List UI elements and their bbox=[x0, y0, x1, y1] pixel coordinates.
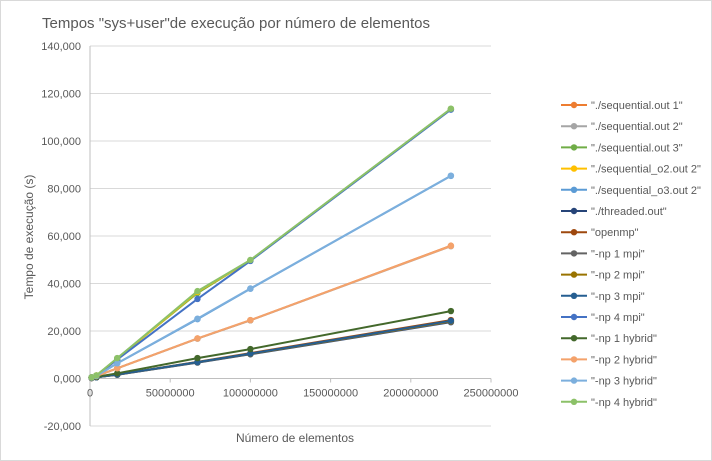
series-group bbox=[88, 105, 455, 381]
y-tick-label: 20,000 bbox=[47, 326, 81, 338]
legend-label: "./sequential_o3.out 2" bbox=[591, 185, 701, 197]
legend-label: "./sequential.out 2" bbox=[591, 121, 683, 133]
legend-item: "./sequential_o2.out 2" bbox=[561, 164, 701, 176]
x-tick-label: 50000000 bbox=[146, 388, 195, 400]
series-line bbox=[91, 245, 452, 379]
legend-label: "./sequential.out 1" bbox=[591, 100, 683, 112]
data-point bbox=[447, 307, 455, 315]
legend-swatch-marker bbox=[570, 207, 578, 215]
data-point bbox=[247, 256, 254, 264]
series-line bbox=[91, 174, 452, 379]
legend-item: "-np 4 mpi" bbox=[561, 312, 645, 324]
legend-label: "./threaded.out" bbox=[591, 206, 667, 218]
y-tick-label: 80,000 bbox=[47, 184, 81, 196]
legend-label: "-np 4 mpi" bbox=[591, 312, 645, 324]
data-point bbox=[194, 354, 201, 362]
data-point bbox=[194, 287, 201, 295]
legend-label: "./sequential_o2.out 2" bbox=[591, 164, 701, 176]
legend-swatch-marker bbox=[570, 271, 578, 278]
data-point bbox=[93, 372, 100, 379]
axes bbox=[89, 46, 491, 426]
legend-swatch-marker bbox=[570, 313, 578, 321]
legend-swatch-marker bbox=[570, 377, 578, 384]
x-tick-label: 150000000 bbox=[303, 388, 358, 400]
series-line bbox=[91, 319, 452, 379]
legend-label: "-np 2 hybrid" bbox=[591, 354, 657, 366]
legend-label: "-np 3 mpi" bbox=[591, 291, 645, 303]
legend-swatch-marker bbox=[570, 398, 578, 405]
legend-swatch-marker bbox=[570, 356, 578, 363]
legend-label: "./sequential.out 3" bbox=[591, 142, 683, 154]
legend-swatch-marker bbox=[570, 186, 578, 193]
data-point bbox=[194, 295, 201, 303]
data-point bbox=[194, 335, 201, 342]
x-tick-label: 200000000 bbox=[383, 388, 438, 400]
legend-label: "-np 4 hybrid" bbox=[591, 397, 657, 409]
legend-item: "./sequential.out 1" bbox=[561, 100, 683, 112]
legend-label: "openmp" bbox=[591, 227, 639, 239]
y-tick-label: 60,000 bbox=[47, 231, 81, 243]
legend-swatch-marker bbox=[570, 165, 578, 172]
data-point bbox=[114, 354, 121, 362]
data-point bbox=[88, 374, 95, 381]
data-point bbox=[447, 317, 455, 324]
data-point bbox=[247, 285, 254, 292]
legend-item: "-np 2 hybrid" bbox=[561, 354, 657, 366]
x-tick-label: 100000000 bbox=[223, 388, 278, 400]
series-layer bbox=[88, 105, 455, 382]
y-tick-label: 0,000 bbox=[53, 374, 81, 386]
chart-title: Tempos "sys+user"de execução por número … bbox=[42, 15, 430, 32]
y-tick-label: -20,000 bbox=[44, 421, 81, 433]
legend-item: "-np 1 mpi" bbox=[561, 248, 645, 260]
data-point bbox=[247, 345, 254, 353]
legend-swatch-marker bbox=[570, 292, 578, 299]
x-tick-labels: 0 50000000 100000000 150000000 200000000 2500… bbox=[87, 378, 519, 400]
y-tick-label: 140,000 bbox=[41, 41, 81, 53]
legend-swatch-marker bbox=[570, 229, 578, 236]
legend-swatch-marker bbox=[570, 250, 578, 257]
legend-swatch-marker bbox=[570, 123, 578, 130]
x-tick-label: 250000000 bbox=[463, 388, 518, 400]
y-tick-label: 120,000 bbox=[41, 89, 81, 101]
series-group bbox=[88, 242, 455, 381]
legend-label: "-np 1 mpi" bbox=[591, 248, 645, 260]
data-point bbox=[447, 105, 455, 112]
legend-swatch-marker bbox=[570, 101, 578, 109]
legend-item: "./sequential.out 3" bbox=[561, 142, 683, 154]
data-point bbox=[447, 172, 455, 179]
data-point bbox=[114, 365, 121, 372]
legend-item: "-np 4 hybrid" bbox=[561, 397, 657, 409]
legend-item: "./sequential.out 2" bbox=[561, 121, 683, 133]
series-line bbox=[91, 310, 452, 379]
data-point bbox=[247, 316, 254, 324]
y-tick-label: 100,000 bbox=[41, 136, 81, 148]
data-point bbox=[114, 360, 121, 367]
legend-item: "-np 2 mpi" bbox=[561, 270, 645, 282]
legend: "./sequential.out 1" "./sequential.out 2"… bbox=[561, 100, 701, 409]
legend-swatch-marker bbox=[570, 144, 578, 151]
data-point bbox=[247, 350, 254, 357]
legend-item: "./sequential_o3.out 2" bbox=[561, 185, 701, 197]
x-axis-title: Número de elementos bbox=[236, 431, 354, 445]
data-point bbox=[194, 315, 201, 322]
legend-item: "-np 1 hybrid" bbox=[561, 333, 657, 345]
data-point bbox=[114, 370, 121, 377]
x-tick-label: 0 bbox=[87, 388, 93, 400]
legend-item: "-np 3 hybrid" bbox=[561, 376, 657, 388]
y-tick-label: 40,000 bbox=[47, 279, 81, 291]
legend-item: "openmp" bbox=[561, 227, 639, 239]
data-point bbox=[447, 242, 455, 250]
legend-label: "-np 1 hybrid" bbox=[591, 333, 657, 345]
y-axis-title: Tempo de execução (s) bbox=[22, 175, 36, 300]
y-tick-labels: -20,000 0,000 20,000 40,000 60,000 80,000 100,… bbox=[41, 41, 81, 433]
legend-label: "-np 3 hybrid" bbox=[591, 376, 657, 388]
legend-item: "-np 3 mpi" bbox=[561, 291, 645, 303]
legend-swatch-marker bbox=[570, 335, 578, 342]
legend-item: "./threaded.out" bbox=[561, 206, 667, 218]
legend-label: "-np 2 mpi" bbox=[591, 270, 645, 282]
